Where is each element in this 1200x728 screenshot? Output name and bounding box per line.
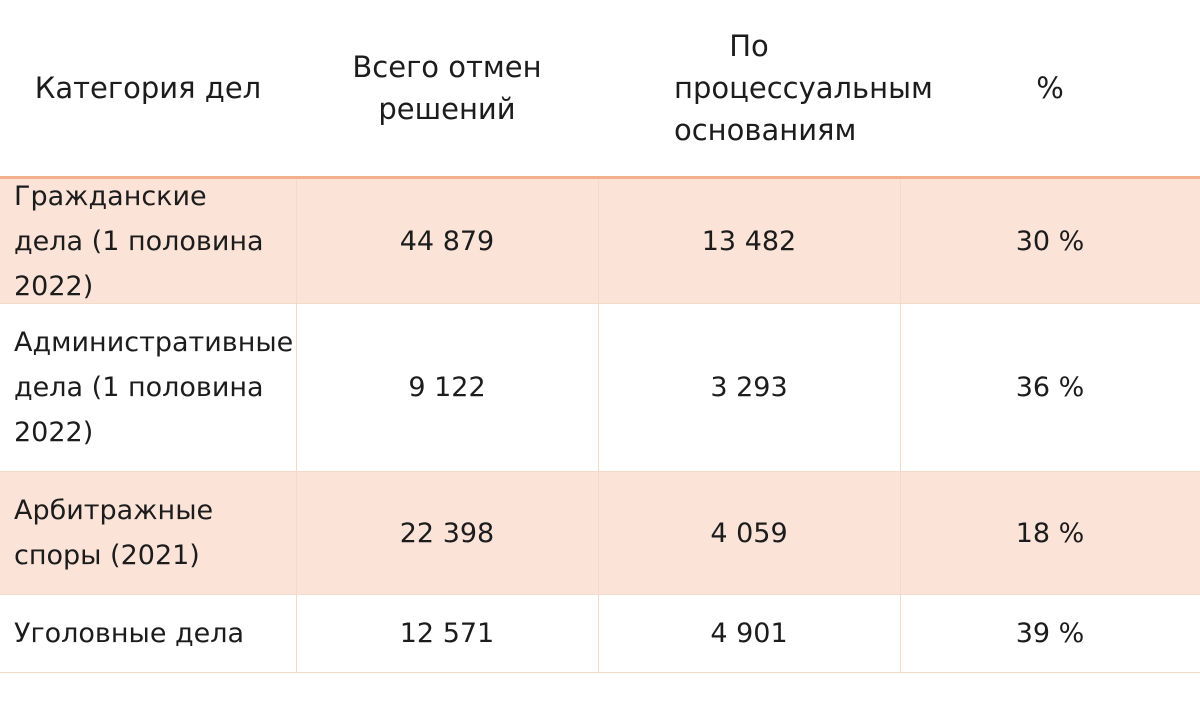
row-procedural-text: 13 482 [701,225,797,257]
column-divider [296,472,297,594]
row-percent-cell: 39 % [900,595,1200,672]
row-percent-text: 18 % [1015,517,1085,549]
row-total-cell: 22 398 [296,472,598,594]
row-percent-cell: 30 % [900,179,1200,303]
header-percent-label: % [1036,71,1064,105]
column-divider [598,472,599,594]
column-divider [296,595,297,672]
row-procedural-cell: 4 901 [598,595,900,672]
column-divider [296,304,297,471]
header-total-label: Всего отмен решений [352,50,542,126]
column-divider [296,179,297,303]
row-percent-cell: 36 % [900,304,1200,471]
row-procedural-text: 4 059 [710,517,788,549]
table-row: Административные дела (1 половина 2022) … [0,304,1200,472]
row-category-cell: Арбитражные споры (2021) [0,472,296,594]
row-category-text: Арбитражные споры (2021) [14,495,214,571]
row-total-text: 9 122 [408,372,486,403]
column-divider [900,595,901,672]
row-procedural-cell: 13 482 [598,179,900,303]
row-percent-text: 36 % [1015,372,1085,403]
row-total-text: 44 879 [399,225,495,257]
row-percent-cell: 18 % [900,472,1200,594]
row-category-text: Гражданские дела (1 половина 2022) [14,180,264,302]
row-procedural-text: 4 901 [710,618,788,649]
table-row: Гражданские дела (1 половина 2022) 44 87… [0,179,1200,304]
column-divider [598,595,599,672]
row-procedural-cell: 4 059 [598,472,900,594]
column-divider [598,304,599,471]
header-category-label: Категория дел [34,71,262,105]
table-row: Арбитражные споры (2021) 22 398 4 059 18… [0,472,1200,595]
row-total-text: 22 398 [399,517,495,549]
header-procedural: По процессуальным основаниям [598,0,933,176]
column-divider [900,304,901,471]
table-header: Категория дел Всего отмен решений По про… [0,0,1200,179]
row-percent-text: 39 % [1015,618,1085,649]
row-category-cell: Административные дела (1 половина 2022) [0,304,296,471]
statistics-table: Категория дел Всего отмен решений По про… [0,0,1200,673]
header-total: Всего отмен решений [296,0,598,176]
row-category-text: Административные дела (1 половина 2022) [14,327,294,448]
column-divider [598,179,599,303]
row-total-cell: 44 879 [296,179,598,303]
column-divider [900,472,901,594]
header-category: Категория дел [0,0,296,176]
row-percent-text: 30 % [1015,225,1085,257]
row-procedural-text: 3 293 [710,372,788,403]
header-procedural-label: По процессуальным основаниям [674,29,933,147]
header-percent: % [900,0,1200,176]
row-category-text: Уголовные дела [14,618,245,649]
row-total-cell: 12 571 [296,595,598,672]
column-divider [900,179,901,303]
table-row: Уголовные дела 12 571 4 901 39 % [0,595,1200,673]
row-category-cell: Гражданские дела (1 половина 2022) [0,179,296,303]
row-total-cell: 9 122 [296,304,598,471]
row-total-text: 12 571 [399,618,495,649]
row-category-cell: Уголовные дела [0,595,296,672]
row-procedural-cell: 3 293 [598,304,900,471]
